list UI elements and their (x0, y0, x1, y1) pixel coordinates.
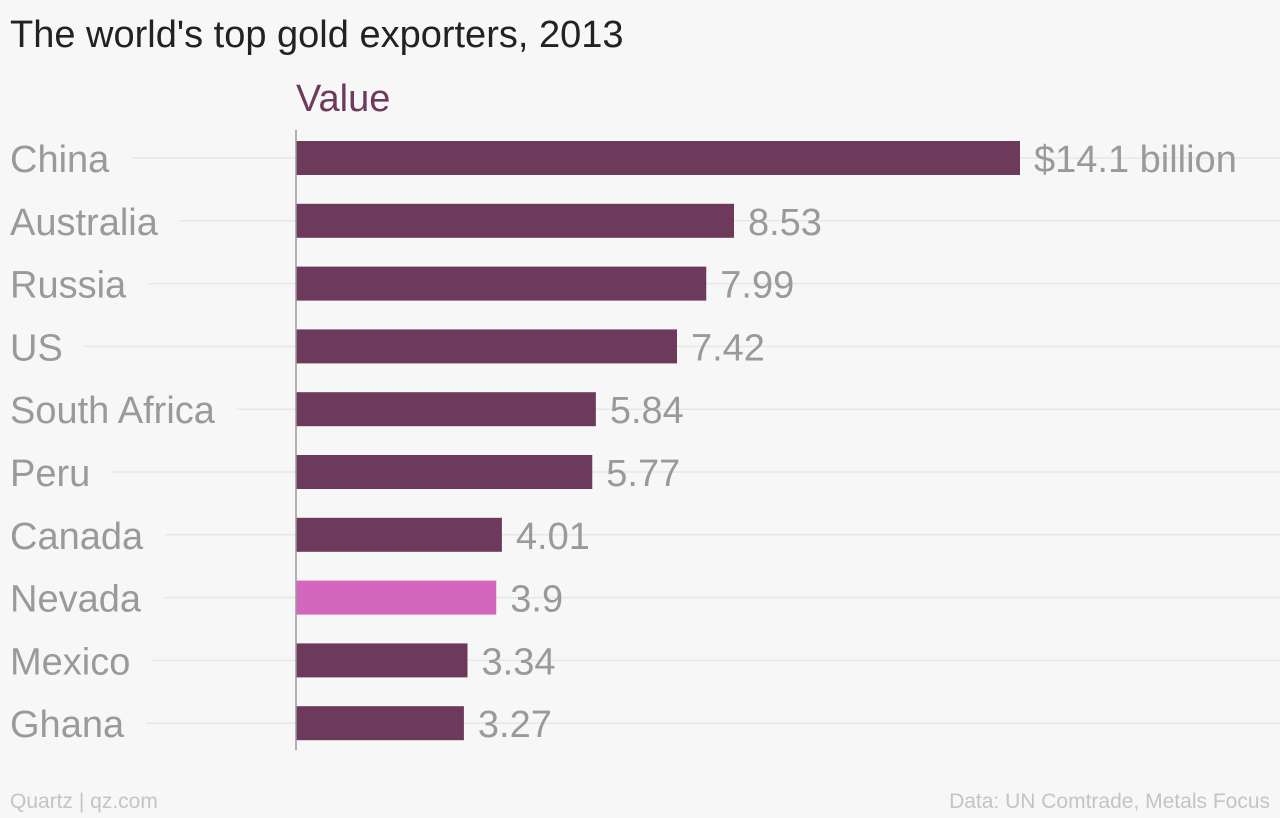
category-label: South Africa (10, 390, 216, 432)
category-label: US (10, 327, 63, 369)
value-label: 7.42 (691, 327, 765, 369)
footer-brand: Quartz | qz.com (10, 790, 158, 813)
bar (296, 141, 1020, 175)
bar (296, 517, 502, 552)
value-label: 7.99 (720, 265, 794, 307)
value-label: 3.9 (510, 579, 563, 621)
chart-title: The world's top gold exporters, 2013 (10, 14, 624, 56)
bar-highlighted (296, 580, 497, 615)
category-label: Peru (10, 453, 90, 495)
bar (296, 643, 468, 678)
value-label: 5.84 (610, 390, 684, 432)
bar (296, 203, 734, 238)
value-label: 3.34 (482, 641, 556, 683)
category-label: Ghana (10, 704, 125, 746)
category-label: Russia (10, 265, 127, 307)
category-label: China (10, 139, 110, 181)
bar (296, 455, 593, 489)
bar (296, 392, 596, 427)
category-label: Nevada (10, 579, 142, 621)
value-label: 8.53 (748, 202, 822, 244)
value-label: 5.77 (606, 453, 680, 495)
category-label: Mexico (10, 641, 130, 683)
category-label: Australia (10, 202, 159, 244)
value-label: 3.27 (478, 704, 552, 746)
bar (296, 329, 677, 364)
bar (296, 266, 707, 301)
series-label: Value (296, 78, 391, 120)
category-label: Canada (10, 516, 144, 558)
bar (296, 706, 464, 741)
value-label: $14.1 billion (1034, 139, 1237, 181)
footer-source: Data: UN Comtrade, Metals Focus (949, 790, 1270, 813)
value-label: 4.01 (516, 516, 590, 558)
